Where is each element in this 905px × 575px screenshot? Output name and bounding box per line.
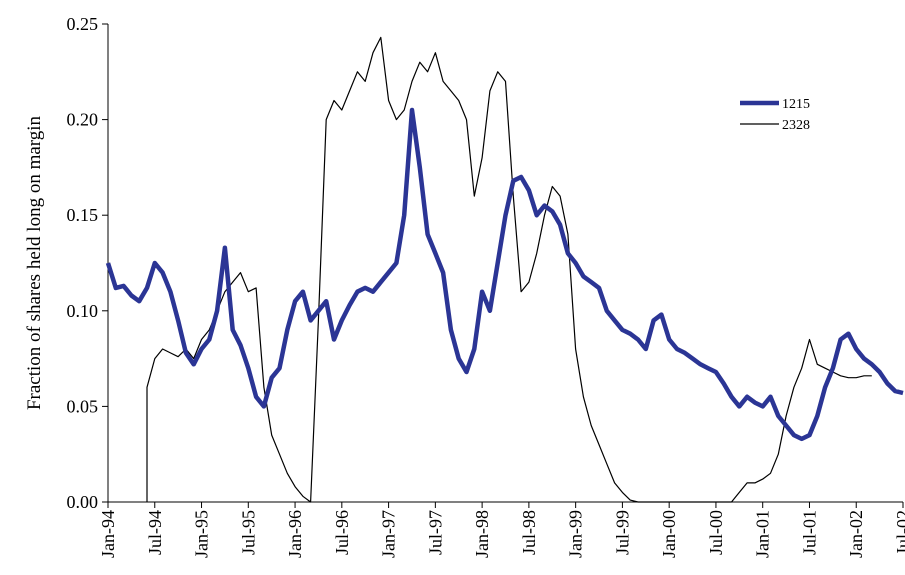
x-tick-label: Jan-98 (472, 510, 492, 558)
y-axis-title: Fraction of shares held long on margin (24, 115, 45, 410)
x-tick-label: Jul-97 (425, 510, 445, 555)
x-tick-label: Jul-96 (332, 510, 352, 555)
x-tick-label: Jan-01 (753, 510, 773, 558)
series-lines (105, 36, 904, 503)
y-tick-label: 0.20 (67, 110, 99, 130)
y-tick-label: 0.25 (67, 14, 99, 34)
x-tick-label: Jan-94 (98, 510, 118, 558)
x-tick-label: Jul-98 (519, 510, 539, 555)
x-tick-label: Jan-00 (659, 510, 679, 558)
x-tick-label: Jul-00 (706, 510, 726, 555)
x-tick-label: Jan-99 (566, 510, 586, 558)
series-line-1215 (105, 107, 904, 442)
x-tick-label: Jul-02 (893, 510, 905, 555)
y-tick-label: 0.00 (67, 492, 99, 512)
x-tick-label: Jul-95 (238, 510, 258, 555)
x-tick-label: Jan-95 (192, 510, 212, 558)
y-tick-label: 0.05 (67, 396, 99, 416)
y-axis-ticks: 0.00 0.05 0.10 0.15 0.20 0.25 (67, 14, 108, 512)
series-line-2328 (146, 36, 872, 503)
x-tick-label: Jul-01 (799, 510, 819, 555)
x-tick-label: Jul-99 (612, 510, 632, 555)
x-axis-ticks: Jan-94 Jul-94 Jan-95 Jul-95 Jan-96 Jul-96 Jan-… (98, 502, 905, 558)
y-tick-label: 0.10 (67, 301, 99, 321)
legend-label-2328: 2328 (782, 118, 810, 133)
x-tick-label: Jan-02 (846, 510, 866, 558)
y-tick-label: 0.15 (67, 205, 99, 225)
x-tick-label: Jan-96 (285, 510, 305, 558)
x-tick-label: Jan-97 (379, 510, 399, 558)
legend-label-1215: 1215 (782, 97, 810, 112)
legend: 1215 2328 (740, 97, 810, 133)
x-tick-label: Jul-94 (145, 510, 165, 555)
